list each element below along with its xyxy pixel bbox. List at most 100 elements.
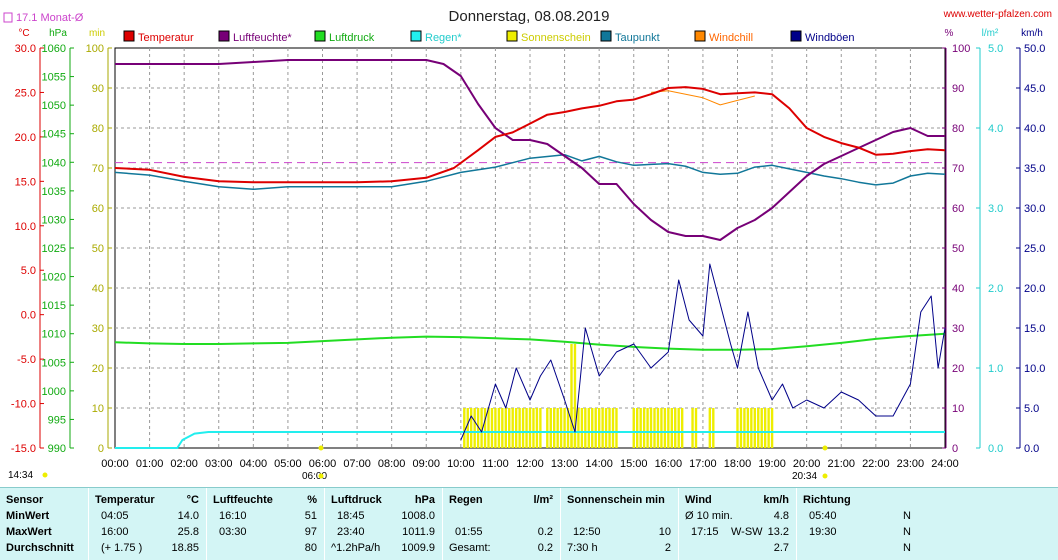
tick-label-wind: 10.0 bbox=[1024, 363, 1045, 375]
tick-label-wind: 50.0 bbox=[1024, 43, 1045, 55]
sunshine-bar bbox=[521, 408, 525, 448]
rain-max-value: 0.2 bbox=[537, 526, 553, 538]
series-line-taupunkt bbox=[114, 153, 946, 191]
tick-label-rain: 5.0 bbox=[988, 43, 1003, 55]
axis-unit-hpa: hPa bbox=[49, 28, 67, 39]
tick-label-minutes: 80 bbox=[92, 123, 104, 135]
axis-unit-kmh: km/h bbox=[1021, 28, 1043, 39]
sunshine-bar bbox=[708, 408, 712, 448]
tick-label-wind: 45.0 bbox=[1024, 83, 1045, 95]
press-min-value: 1008.0 bbox=[401, 510, 435, 522]
rain-max-time: 01:55 bbox=[455, 526, 483, 538]
sunshine-bar bbox=[539, 408, 542, 448]
tick-label-rain: 4.0 bbox=[988, 123, 1003, 135]
tick-label-pressure: 1000 bbox=[42, 386, 66, 398]
sunshine-bar bbox=[594, 408, 597, 448]
statistics-panel: Sensor MinWert MaxWert Durchschnitt Temp… bbox=[0, 487, 1058, 560]
stats-header-sonnenschein: Sonnenschein min bbox=[567, 494, 665, 506]
tick-label-humidity: 100 bbox=[952, 43, 970, 55]
tick-label-temperature: -15.0 bbox=[11, 443, 36, 455]
wind-max-time: 17:15 bbox=[691, 526, 719, 538]
sunshine-bar bbox=[504, 408, 507, 448]
sunshine-bar bbox=[656, 408, 660, 448]
tick-label-minutes: 40 bbox=[92, 283, 104, 295]
sunshine-bar bbox=[525, 408, 528, 448]
wind-avg10-value: 4.8 bbox=[773, 510, 789, 522]
legend-swatch bbox=[600, 30, 612, 42]
press-min-time: 18:45 bbox=[337, 510, 365, 522]
rain-total-value: 0.2 bbox=[537, 542, 553, 554]
sunshine-bar bbox=[546, 408, 549, 448]
stats-col-luftdruck: Luftdruck hPa 18:45 1008.0 23:40 1011.9 ^1.… bbox=[324, 488, 443, 560]
tick-label-minutes: 50 bbox=[92, 243, 104, 255]
stats-unit-wind: km/h bbox=[763, 494, 789, 506]
dir-value-2: N bbox=[903, 526, 911, 538]
sunshine-bar bbox=[694, 408, 698, 448]
sunshine-bar bbox=[566, 408, 570, 448]
sun-total-label: 7:30 h bbox=[567, 542, 598, 554]
current-time-label: 14:34 bbox=[8, 470, 33, 481]
sunset-marker bbox=[822, 473, 828, 479]
sunshine-bar bbox=[646, 408, 649, 448]
sunshine-bar bbox=[739, 408, 743, 448]
dir-value-3: N bbox=[903, 542, 911, 554]
sunshine-bar bbox=[532, 408, 535, 448]
x-tick-label: 06:00 bbox=[309, 458, 337, 470]
tick-label-pressure: 1030 bbox=[42, 214, 66, 226]
press-avg-value: 1009.9 bbox=[401, 542, 435, 554]
sunshine-bar bbox=[677, 408, 680, 448]
tick-label-wind: 30.0 bbox=[1024, 203, 1045, 215]
weather-chart: Donnerstag, 08.08.2019 www.wetter-pfalzen… bbox=[3, 8, 1052, 482]
sunshine-bar bbox=[483, 408, 487, 448]
x-tick-label: 18:00 bbox=[724, 458, 752, 470]
sunshine-bar bbox=[760, 408, 763, 448]
legend-swatch bbox=[410, 30, 422, 42]
sunshine-bar bbox=[757, 408, 760, 448]
temp-min-time: 04:05 bbox=[101, 510, 129, 522]
tick-label-rain: 2.0 bbox=[988, 283, 1003, 295]
stats-row-label-max: MaxWert bbox=[6, 526, 52, 538]
dir-value-1: N bbox=[903, 510, 911, 522]
tick-label-minutes: 90 bbox=[92, 83, 104, 95]
sunshine-bar bbox=[615, 408, 618, 448]
temp-avg-value: 18.85 bbox=[171, 542, 199, 554]
sunshine-bar bbox=[580, 408, 584, 448]
sunshine-bar bbox=[712, 408, 715, 448]
axis-unit-celsius: °C bbox=[18, 28, 29, 39]
tick-label-humidity: 90 bbox=[952, 83, 964, 95]
series-line-windböen bbox=[460, 263, 946, 441]
tick-label-pressure: 1060 bbox=[42, 43, 66, 55]
x-tick-label: 17:00 bbox=[689, 458, 717, 470]
sunshine-bar bbox=[490, 408, 494, 448]
sunshine-bar bbox=[501, 408, 504, 448]
tick-label-temperature: 10.0 bbox=[15, 221, 36, 233]
wind-max-value: 13.2 bbox=[767, 526, 789, 538]
sunshine-bar bbox=[559, 408, 563, 448]
sun-max-time: 12:50 bbox=[573, 526, 601, 538]
sunshine-bar bbox=[601, 408, 604, 448]
sunshine-bar bbox=[653, 408, 656, 448]
legend-swatch bbox=[218, 30, 230, 42]
sunshine-bar bbox=[636, 408, 639, 448]
stats-header-sensor: Sensor bbox=[6, 494, 44, 506]
sunshine-bar bbox=[573, 344, 577, 448]
tick-label-humidity: 0 bbox=[952, 443, 958, 455]
x-tick-label: 19:00 bbox=[758, 458, 786, 470]
sunshine-bar bbox=[476, 408, 480, 448]
sunshine-bar bbox=[670, 408, 673, 448]
x-tick-label: 08:00 bbox=[378, 458, 406, 470]
sunrise-axis-marker bbox=[318, 445, 324, 451]
legend-label: Windchill bbox=[709, 32, 753, 44]
sunshine-bar bbox=[674, 408, 677, 448]
x-tick-label: 21:00 bbox=[827, 458, 855, 470]
chart-title: Donnerstag, 08.08.2019 bbox=[449, 8, 610, 25]
tick-label-humidity: 80 bbox=[952, 123, 964, 135]
x-tick-label: 00:00 bbox=[101, 458, 129, 470]
sunshine-bar bbox=[584, 408, 587, 448]
sunrise-label: 06:00 bbox=[302, 471, 327, 482]
stats-col-richtung: Richtung 05:40 N 19:30 N N bbox=[796, 488, 917, 560]
tick-label-wind: 40.0 bbox=[1024, 123, 1045, 135]
stats-col-luftfeuchte: Luftfeuchte% 16:10 51 03:30 97 80 bbox=[206, 488, 325, 560]
tick-label-wind: 35.0 bbox=[1024, 163, 1045, 175]
